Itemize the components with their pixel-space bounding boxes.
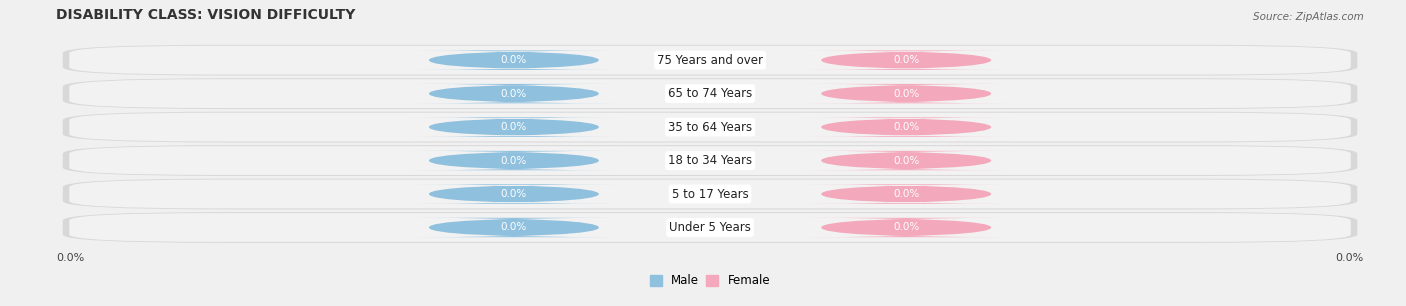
FancyBboxPatch shape: [801, 84, 1011, 103]
FancyBboxPatch shape: [409, 118, 619, 137]
Text: 5 to 17 Years: 5 to 17 Years: [672, 188, 748, 200]
FancyBboxPatch shape: [801, 50, 1011, 70]
FancyBboxPatch shape: [63, 45, 1357, 76]
Text: 0.0%: 0.0%: [501, 189, 527, 199]
Text: 35 to 64 Years: 35 to 64 Years: [668, 121, 752, 134]
FancyBboxPatch shape: [69, 180, 1351, 208]
FancyBboxPatch shape: [69, 146, 1351, 175]
FancyBboxPatch shape: [801, 118, 1011, 137]
Text: 0.0%: 0.0%: [56, 252, 84, 263]
Text: 0.0%: 0.0%: [893, 89, 920, 99]
Text: 65 to 74 Years: 65 to 74 Years: [668, 87, 752, 100]
Legend: Male, Female: Male, Female: [645, 270, 775, 292]
Text: 0.0%: 0.0%: [893, 122, 920, 132]
FancyBboxPatch shape: [63, 145, 1357, 176]
Text: 0.0%: 0.0%: [893, 55, 920, 65]
Text: 0.0%: 0.0%: [893, 189, 920, 199]
FancyBboxPatch shape: [63, 112, 1357, 143]
Text: 0.0%: 0.0%: [501, 55, 527, 65]
Text: 0.0%: 0.0%: [501, 222, 527, 233]
Text: 0.0%: 0.0%: [501, 155, 527, 166]
FancyBboxPatch shape: [801, 218, 1011, 237]
FancyBboxPatch shape: [69, 113, 1351, 141]
FancyBboxPatch shape: [69, 46, 1351, 75]
Text: 18 to 34 Years: 18 to 34 Years: [668, 154, 752, 167]
FancyBboxPatch shape: [69, 213, 1351, 242]
Text: 0.0%: 0.0%: [893, 155, 920, 166]
Text: 0.0%: 0.0%: [893, 222, 920, 233]
Text: Source: ZipAtlas.com: Source: ZipAtlas.com: [1253, 12, 1364, 22]
Text: 0.0%: 0.0%: [501, 89, 527, 99]
FancyBboxPatch shape: [409, 184, 619, 204]
FancyBboxPatch shape: [801, 151, 1011, 170]
FancyBboxPatch shape: [801, 184, 1011, 204]
Text: 75 Years and over: 75 Years and over: [657, 54, 763, 67]
FancyBboxPatch shape: [63, 78, 1357, 109]
FancyBboxPatch shape: [409, 50, 619, 70]
FancyBboxPatch shape: [409, 218, 619, 237]
FancyBboxPatch shape: [69, 79, 1351, 108]
Text: Under 5 Years: Under 5 Years: [669, 221, 751, 234]
FancyBboxPatch shape: [63, 212, 1357, 243]
FancyBboxPatch shape: [409, 84, 619, 103]
Text: DISABILITY CLASS: VISION DIFFICULTY: DISABILITY CLASS: VISION DIFFICULTY: [56, 8, 356, 22]
FancyBboxPatch shape: [409, 151, 619, 170]
Text: 0.0%: 0.0%: [1336, 252, 1364, 263]
Text: 0.0%: 0.0%: [501, 122, 527, 132]
FancyBboxPatch shape: [63, 179, 1357, 209]
